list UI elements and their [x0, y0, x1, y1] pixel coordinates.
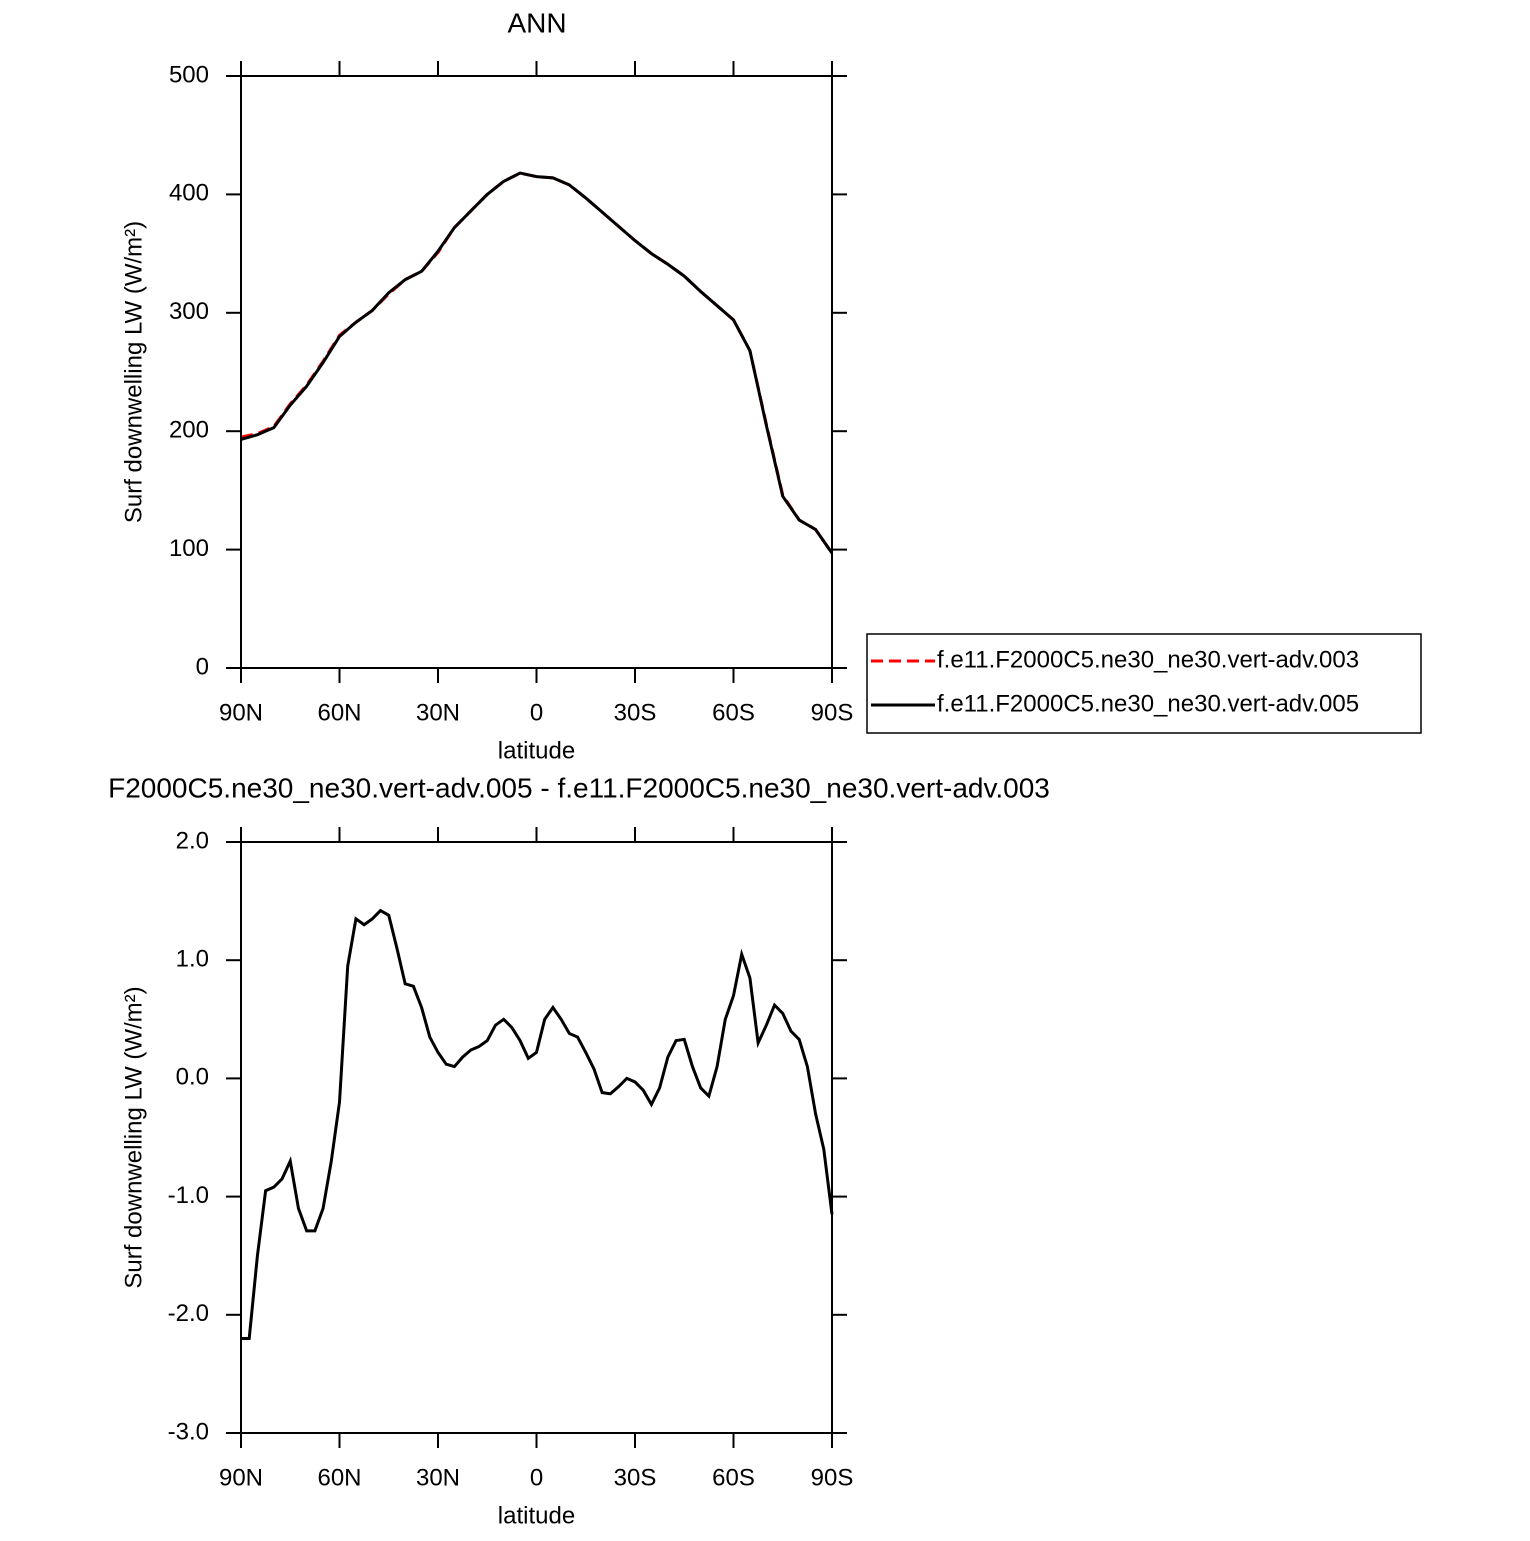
- y-tick-label: -2.0: [168, 1300, 209, 1327]
- plot-frame: [240, 841, 833, 1434]
- y-tick-label: -3.0: [168, 1418, 209, 1445]
- x-tick-label: 60N: [317, 699, 361, 726]
- x-tick-label: 60S: [712, 699, 755, 726]
- plot-frame: [240, 75, 833, 669]
- y-tick-label: -1.0: [168, 1182, 209, 1209]
- chart-title: ANN: [507, 7, 566, 38]
- x-tick-label: 90S: [811, 699, 854, 726]
- x-tick-label: 0: [530, 1464, 543, 1491]
- y-tick-label: 400: [169, 180, 209, 207]
- legend-label: f.e11.F2000C5.ne30_ne30.vert-adv.005: [937, 690, 1359, 717]
- y-tick-label: 200: [169, 417, 209, 444]
- y-tick-label: 300: [169, 298, 209, 325]
- series-line: [240, 171, 834, 555]
- y-tick-label: 100: [169, 535, 209, 562]
- x-tick-label: 30S: [614, 1464, 657, 1491]
- y-tick-label: 0.0: [176, 1064, 209, 1091]
- chart-title: F2000C5.ne30_ne30.vert-adv.005 - f.e11.F…: [108, 772, 1050, 803]
- y-tick-label: 2.0: [176, 827, 209, 854]
- x-axis-label: latitude: [498, 1502, 575, 1529]
- y-tick-label: 0: [196, 653, 209, 680]
- x-tick-label: 90N: [219, 1464, 263, 1491]
- y-tick-label: 500: [169, 61, 209, 88]
- y-axis-label: Surf downwelling LW (W/m²): [120, 986, 147, 1288]
- legend-label: f.e11.F2000C5.ne30_ne30.vert-adv.003: [937, 646, 1359, 673]
- x-tick-label: 60S: [712, 1464, 755, 1491]
- legend-box: [866, 633, 1422, 734]
- x-axis-label: latitude: [498, 737, 575, 764]
- x-tick-label: 30N: [416, 699, 460, 726]
- series-line: [240, 171, 834, 555]
- x-tick-label: 30S: [614, 699, 657, 726]
- series-line: [241, 908, 834, 1340]
- x-tick-label: 60N: [317, 1464, 361, 1491]
- x-tick-label: 90N: [219, 699, 263, 726]
- x-tick-label: 30N: [416, 1464, 460, 1491]
- x-tick-label: 90S: [811, 1464, 854, 1491]
- y-axis-label: Surf downwelling LW (W/m²): [120, 221, 147, 523]
- x-tick-label: 0: [530, 699, 543, 726]
- y-tick-label: 1.0: [176, 946, 209, 973]
